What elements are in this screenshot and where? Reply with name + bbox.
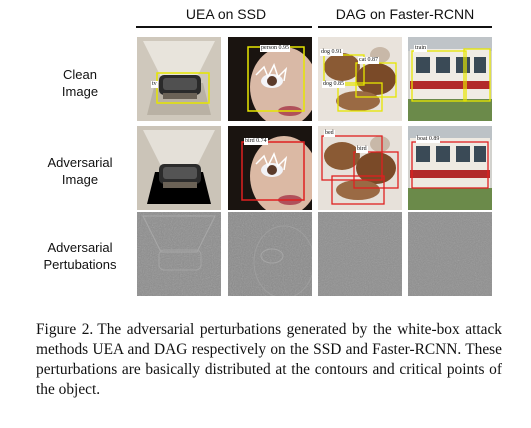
row-label-clean: Clean Image [28,66,132,100]
clean-image-frcnn-2: train [408,37,492,121]
figure: UEA on SSD DAG on Faster-RCNN Clean Imag… [28,6,492,296]
row-label-clean-line2: Image [61,84,99,99]
group-title-dag-frcnn: DAG on Faster-RCNN [335,6,475,22]
group-rule-dag-frcnn [318,26,492,28]
row-label-pert-line2: Pertubations [43,257,117,272]
row-label-clean-line1: Clean [63,67,97,82]
perturbation-frcnn-2 [408,212,492,296]
caption-text: The adversarial perturbations generated … [36,321,502,398]
clean-image-ssd-1: tv [137,37,221,121]
caption-label: Figure 2. [36,321,94,338]
det-label: tv [151,81,158,88]
det-label: boat 0.89 [416,136,441,143]
adversarial-image-frcnn-1: bed bird [318,126,402,210]
det-label: bird [356,146,368,153]
row-label-pert-line1: Adversarial [47,240,113,255]
clean-image-frcnn-1: dog 0.91 cat 0.87 dog 0.85 [318,37,402,121]
det-label: dog 0.85 [322,81,345,88]
clean-image-ssd-2: person 0.95 [228,37,312,121]
group-title-uea-ssd: UEA on SSD [185,6,267,22]
perturbation-frcnn-1 [318,212,402,296]
adversarial-image-ssd-2: bird 0.74 [228,126,312,210]
row-label-adv-line1: Adversarial [47,155,113,170]
row-label-adversarial-image: Adversarial Image [28,154,132,188]
det-label: dog 0.91 [320,49,343,56]
row-label-perturbations: Adversarial Pertubations [28,239,132,273]
figure-caption: Figure 2. The adversarial perturbations g… [36,320,502,400]
adversarial-image-frcnn-2: boat 0.89 [408,126,492,210]
det-label: bed [324,130,335,137]
adversarial-image-ssd-1 [137,126,221,210]
perturbation-ssd-2 [228,212,312,296]
det-label: bird 0.74 [244,138,268,145]
det-label: cat 0.87 [358,57,379,64]
det-label: person 0.95 [260,45,290,52]
row-label-adv-line2: Image [61,172,99,187]
perturbation-ssd-1 [137,212,221,296]
group-rule-uea-ssd [136,26,312,28]
det-label: train [414,45,427,52]
